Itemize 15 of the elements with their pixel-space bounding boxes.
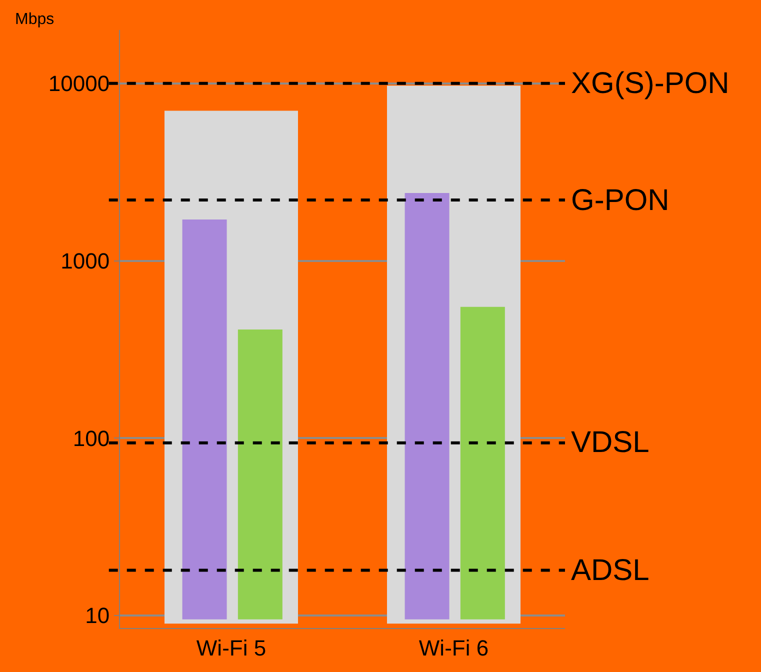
y-axis-title: Mbps [15,11,54,28]
ref-line-label: XG(S)-PON [571,67,730,100]
y-tick-label: 1000 [60,248,110,274]
bar [460,306,505,620]
bar [238,330,282,620]
bar [182,219,227,620]
y-tick-label: 100 [72,426,110,451]
ref-line-label: G-PON [571,184,670,217]
y-tick-label: 10000 [48,71,110,96]
x-tick-label: Wi-Fi 5 [196,635,266,660]
x-tick-label: Wi-Fi 6 [418,635,489,660]
ref-line-label: VDSL [571,426,650,459]
bar [404,193,450,620]
ref-line-label: ADSL [571,554,650,587]
y-tick-label: 10 [85,603,110,628]
